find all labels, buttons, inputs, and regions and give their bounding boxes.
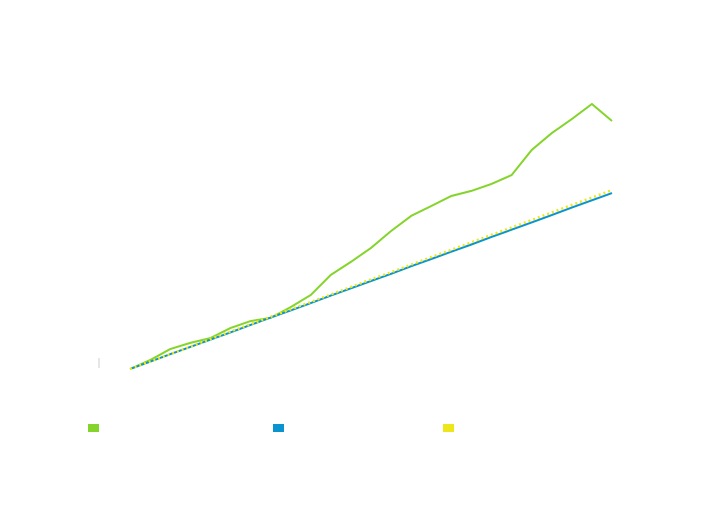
- series-line: [129, 102, 613, 370]
- legend-swatch: [443, 424, 454, 432]
- legend-swatch: [88, 424, 99, 432]
- series-line: [129, 188, 613, 371]
- legend-swatch: [273, 424, 284, 432]
